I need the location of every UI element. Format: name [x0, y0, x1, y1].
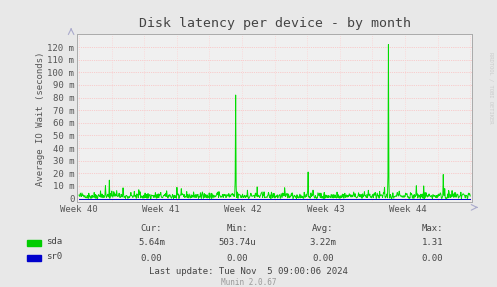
- Text: 3.22m: 3.22m: [310, 238, 336, 247]
- Text: Cur:: Cur:: [141, 224, 163, 233]
- Title: Disk latency per device - by month: Disk latency per device - by month: [139, 18, 411, 30]
- Text: Munin 2.0.67: Munin 2.0.67: [221, 278, 276, 287]
- Text: 1.31: 1.31: [421, 238, 443, 247]
- Text: Min:: Min:: [227, 224, 248, 233]
- Text: 503.74u: 503.74u: [219, 238, 256, 247]
- Text: sr0: sr0: [46, 253, 62, 261]
- Text: 5.64m: 5.64m: [138, 238, 165, 247]
- Text: 0.00: 0.00: [312, 254, 334, 263]
- Y-axis label: Average IO Wait (seconds): Average IO Wait (seconds): [36, 51, 45, 186]
- Text: 0.00: 0.00: [227, 254, 248, 263]
- Text: RRDTOOL / TOBI OETIKER: RRDTOOL / TOBI OETIKER: [489, 52, 494, 123]
- Text: Last update: Tue Nov  5 09:00:06 2024: Last update: Tue Nov 5 09:00:06 2024: [149, 267, 348, 276]
- Text: 0.00: 0.00: [141, 254, 163, 263]
- Text: sda: sda: [46, 237, 62, 246]
- Text: 0.00: 0.00: [421, 254, 443, 263]
- Text: Avg:: Avg:: [312, 224, 334, 233]
- Text: Max:: Max:: [421, 224, 443, 233]
